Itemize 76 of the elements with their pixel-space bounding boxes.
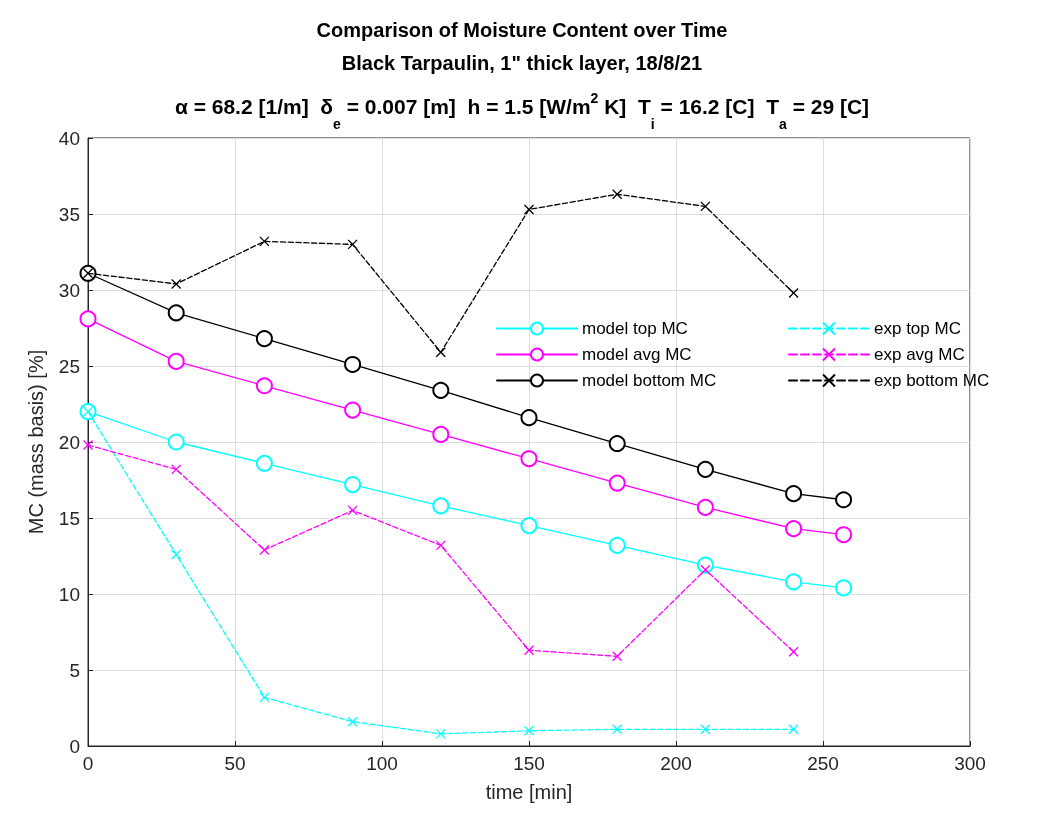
point (835, 526, 853, 544)
legend-label: model top MC (582, 319, 688, 338)
legend-label: model avg MC (582, 345, 692, 364)
y-tick-label: 10 (58, 583, 80, 605)
y-tick-label: 5 (69, 659, 80, 681)
y-tick-label: 25 (58, 355, 80, 377)
point (259, 544, 270, 556)
point (612, 724, 623, 735)
point (82, 439, 94, 451)
point (523, 645, 535, 656)
point (255, 454, 273, 472)
point (255, 330, 273, 348)
point (432, 381, 450, 399)
point (608, 474, 626, 492)
point (520, 409, 538, 427)
point (612, 189, 623, 200)
point (435, 347, 446, 358)
point (347, 716, 358, 727)
point (608, 536, 626, 554)
point (167, 352, 185, 370)
y-tick-label: 40 (58, 127, 80, 149)
y-tick-label: 0 (69, 735, 80, 757)
x-tick-label: 0 (82, 753, 94, 774)
point (344, 476, 362, 494)
point (520, 450, 538, 468)
y-tick-label: 20 (58, 431, 80, 453)
y-tick-label: 30 (58, 279, 80, 301)
point (435, 728, 446, 739)
point (785, 485, 803, 503)
point (432, 425, 450, 443)
point (608, 435, 626, 453)
point (785, 573, 803, 591)
x-tick-label: 250 (807, 753, 839, 774)
point (344, 401, 362, 419)
point (523, 204, 535, 215)
point (788, 287, 799, 299)
point (259, 692, 270, 703)
point (347, 239, 358, 250)
legend-label: exp avg MC (874, 345, 965, 364)
x-axis-title: time [min] (485, 781, 573, 803)
point (344, 355, 362, 373)
point (700, 724, 711, 735)
y-tick-label: 15 (58, 507, 80, 529)
point (835, 491, 853, 509)
legend-label: model bottom MC (582, 371, 717, 390)
point (788, 724, 799, 735)
point (167, 304, 185, 322)
point (700, 201, 711, 212)
point (520, 517, 538, 535)
point (167, 433, 185, 451)
x-tick-label: 300 (954, 753, 986, 774)
legend-label: exp top MC (874, 319, 961, 338)
point (696, 498, 714, 516)
point (523, 725, 535, 736)
point (79, 310, 97, 328)
point (347, 505, 358, 516)
x-tick-label: 150 (513, 753, 545, 774)
x-tick-label: 50 (224, 753, 246, 774)
point (612, 651, 623, 662)
point (171, 464, 182, 475)
point (259, 236, 270, 247)
point (788, 646, 799, 657)
chart-title: Comparison of Moisture Content over Time Black Tarpaulin, 1" thick layer, 18/8/21 (316, 18, 728, 74)
point (171, 278, 182, 290)
x-tick-label: 100 (366, 753, 398, 774)
legend-label: exp bottom MC (874, 371, 990, 390)
point (432, 497, 450, 515)
point (696, 460, 714, 478)
point (835, 579, 853, 597)
point (255, 377, 273, 395)
point (785, 520, 803, 538)
y-tick-label: 35 (58, 203, 80, 225)
point (171, 549, 182, 560)
point (435, 540, 446, 551)
x-tick-label: 200 (660, 753, 692, 774)
y-axis-title: MC (mass basis) [%] (25, 349, 47, 535)
